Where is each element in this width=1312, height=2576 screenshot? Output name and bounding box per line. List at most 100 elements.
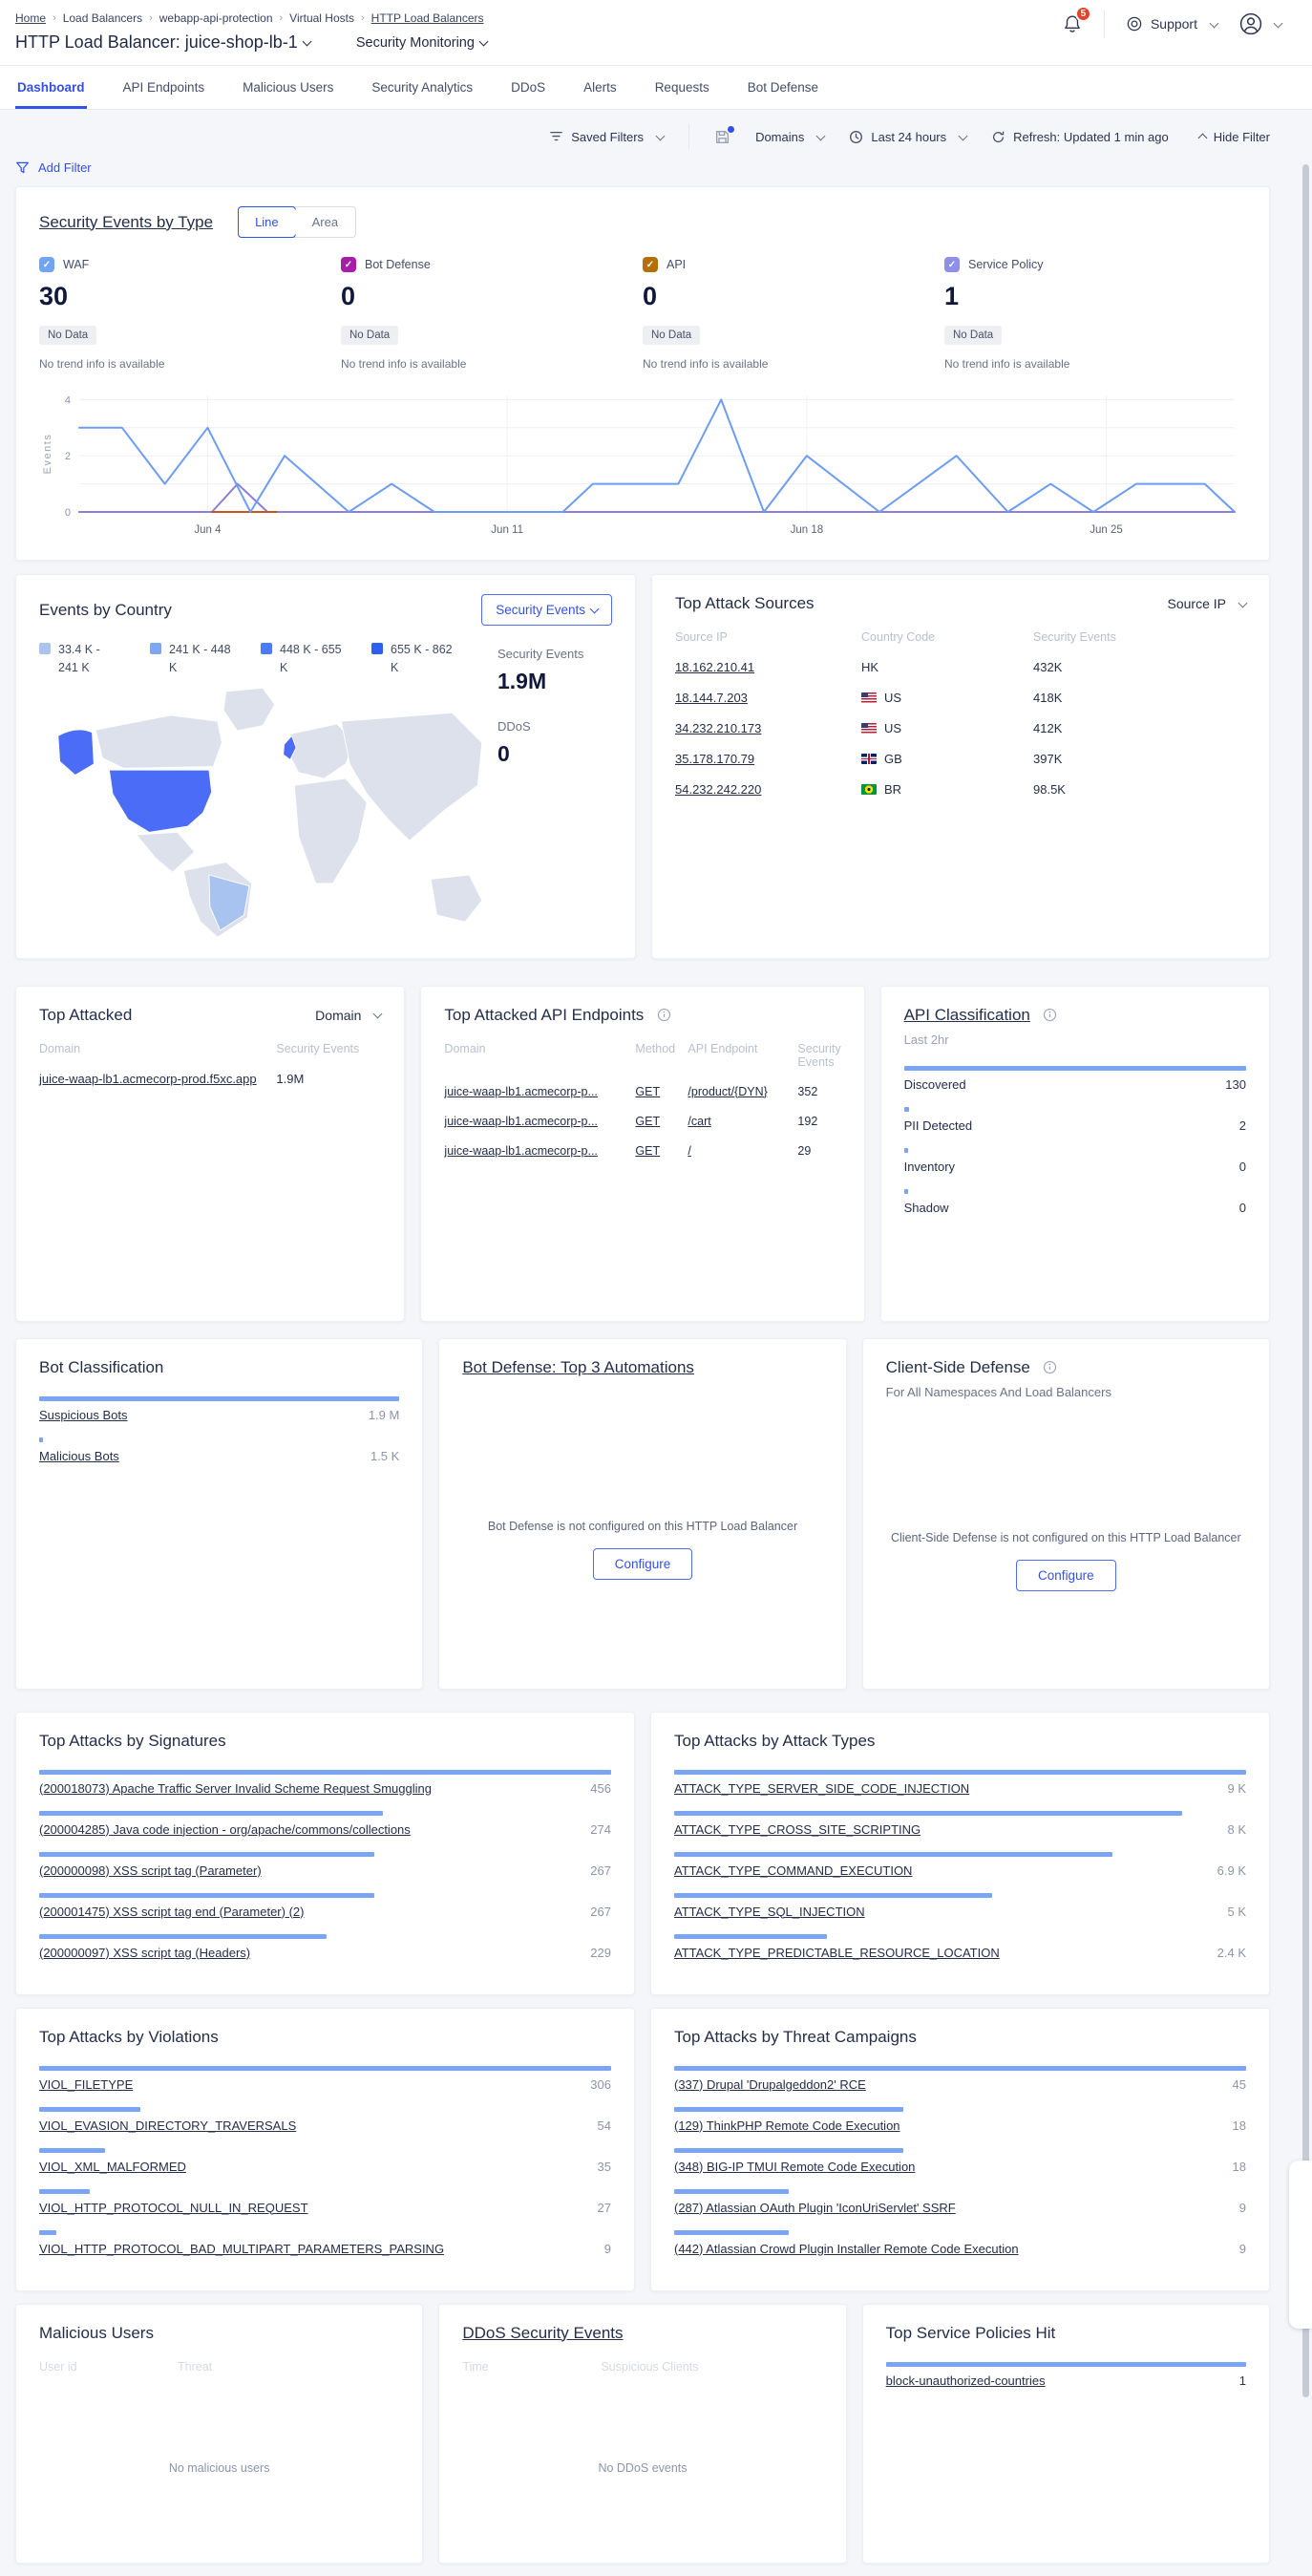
source-ip-link[interactable]: 18.144.7.203 xyxy=(675,691,748,705)
breadcrumb-item[interactable]: HTTP Load Balancers xyxy=(370,11,484,25)
security-monitoring-selector[interactable]: Security Monitoring xyxy=(356,35,489,51)
bar-label[interactable]: ATTACK_TYPE_PREDICTABLE_RESOURCE_LOCATIO… xyxy=(674,1945,1000,1960)
attacked-domain-link[interactable]: juice-waap-lb1.acmecorp-prod.f5xc.app xyxy=(39,1071,257,1086)
breadcrumb-item[interactable]: webapp-api-protection xyxy=(159,11,273,25)
endpoint-method-link[interactable]: GET xyxy=(635,1143,661,1158)
bar-label[interactable]: (200000097) XSS script tag (Headers) xyxy=(39,1945,251,1960)
source-ip-link[interactable]: 35.178.170.79 xyxy=(675,752,755,766)
bot-defense-configure-button[interactable]: Configure xyxy=(592,1548,693,1581)
bar-label[interactable]: (129) ThinkPHP Remote Code Execution xyxy=(674,2118,900,2133)
world-map[interactable] xyxy=(39,683,490,939)
bar-label[interactable]: VIOL_HTTP_PROTOCOL_NULL_IN_REQUEST xyxy=(39,2200,308,2215)
legend-range: 448 K - 655 K xyxy=(280,643,342,674)
info-icon[interactable] xyxy=(657,1008,671,1022)
hide-filter-button[interactable]: Hide Filter xyxy=(1194,130,1270,144)
bar-label[interactable]: ATTACK_TYPE_CROSS_SITE_SCRIPTING xyxy=(674,1821,921,1837)
bar-label[interactable]: VIOL_XML_MALFORMED xyxy=(39,2159,186,2174)
service-policy-checkbox[interactable]: ✓ xyxy=(944,257,960,272)
country-cell: US xyxy=(861,691,1033,705)
endpoint-path-link[interactable]: / xyxy=(688,1143,691,1158)
save-filter-button[interactable] xyxy=(714,125,735,145)
bar-label[interactable]: (337) Drupal 'Drupalgeddon2' RCE xyxy=(674,2076,866,2092)
endpoint-domain-link[interactable]: juice-waap-lb1.acmecorp-p... xyxy=(444,1084,598,1098)
bar-label[interactable]: VIOL_EVASION_DIRECTORY_TRAVERSALS xyxy=(39,2118,297,2133)
area-toggle-button[interactable]: Area xyxy=(294,207,356,237)
bar-row: (348) BIG-IP TMUI Remote Code Execution 1… xyxy=(674,2160,1246,2174)
info-icon[interactable] xyxy=(1043,1008,1057,1022)
endpoint-path-link[interactable]: /product/{DYN} xyxy=(688,1084,768,1098)
waf-checkbox[interactable]: ✓ xyxy=(39,257,54,272)
map-metric-selector[interactable]: Security Events xyxy=(481,594,612,626)
bar-value: 1.5 K xyxy=(370,1448,400,1463)
add-filter-button[interactable]: Add Filter xyxy=(15,160,92,175)
bar-label[interactable]: ATTACK_TYPE_SQL_INJECTION xyxy=(674,1904,865,1919)
saved-filters-button[interactable]: Saved Filters xyxy=(549,130,666,144)
bar-label[interactable]: ATTACK_TYPE_COMMAND_EXECUTION xyxy=(674,1863,913,1878)
bar-label[interactable]: (287) Atlassian OAuth Plugin 'IconUriSer… xyxy=(674,2200,956,2215)
api-checkbox[interactable]: ✓ xyxy=(643,257,658,272)
page-title[interactable]: HTTP Load Balancer: juice-shop-lb-1 xyxy=(15,32,312,53)
bar-label[interactable]: (200000098) XSS script tag (Parameter) xyxy=(39,1863,262,1878)
bar xyxy=(674,1851,1113,1857)
bar-item: (287) Atlassian OAuth Plugin 'IconUriSer… xyxy=(674,2188,1246,2215)
breadcrumb-item[interactable]: Virtual Hosts xyxy=(289,11,354,25)
info-icon[interactable] xyxy=(1043,1360,1057,1374)
breadcrumb-item[interactable]: Home xyxy=(15,11,47,25)
refresh-button[interactable]: Refresh: Updated 1 min ago xyxy=(991,130,1169,144)
bar-label[interactable]: Suspicious Bots xyxy=(39,1407,128,1422)
bar-label[interactable]: ATTACK_TYPE_SERVER_SIDE_CODE_INJECTION xyxy=(674,1780,970,1796)
bar-row: (200000097) XSS script tag (Headers) 229 xyxy=(39,1946,611,1960)
bar-label[interactable]: VIOL_FILETYPE xyxy=(39,2076,134,2092)
source-ip-link[interactable]: 34.232.210.173 xyxy=(675,721,762,735)
attack-source-selector[interactable]: Source IP xyxy=(1168,596,1248,611)
country-cell: US xyxy=(861,721,1033,735)
floating-side-button[interactable] xyxy=(1289,2161,1312,2329)
tab-dashboard[interactable]: Dashboard xyxy=(15,66,87,109)
support-menu[interactable]: Support xyxy=(1126,15,1219,32)
client-side-defense-configure-button[interactable]: Configure xyxy=(1016,1560,1116,1592)
endpoint-path-link[interactable]: /cart xyxy=(688,1114,711,1128)
bar-label[interactable]: (200004285) Java code injection - org/ap… xyxy=(39,1821,411,1837)
line-toggle-button[interactable]: Line xyxy=(238,206,296,238)
bar-label[interactable]: VIOL_HTTP_PROTOCOL_BAD_MULTIPART_PARAMET… xyxy=(39,2241,445,2256)
account-menu[interactable] xyxy=(1238,11,1283,36)
api-classification-title[interactable]: API Classification xyxy=(903,1005,1030,1024)
scrollbar-thumb[interactable] xyxy=(1302,164,1309,2397)
tab-api-endpoints[interactable]: API Endpoints xyxy=(122,80,205,95)
bar-label[interactable]: (200001475) XSS script tag end (Paramete… xyxy=(39,1904,305,1919)
map-metric-label: Security Events xyxy=(496,603,585,617)
domains-selector[interactable]: Domains xyxy=(755,130,826,144)
security-events-by-type-title[interactable]: Security Events by Type xyxy=(39,212,214,231)
source-ip-link[interactable]: 18.162.210.41 xyxy=(675,660,755,674)
top-attacked-selector[interactable]: Domain xyxy=(315,1008,383,1023)
tab-ddos[interactable]: DDoS xyxy=(511,80,546,95)
bar-item: (348) BIG-IP TMUI Remote Code Execution 1… xyxy=(674,2147,1246,2174)
breadcrumb-item[interactable]: Load Balancers xyxy=(62,11,143,25)
endpoint-method-link[interactable]: GET xyxy=(635,1114,661,1128)
endpoint-method-link[interactable]: GET xyxy=(635,1084,661,1098)
bar-label[interactable]: (348) BIG-IP TMUI Remote Code Execution xyxy=(674,2159,916,2174)
bar-label[interactable]: (200018073) Apache Traffic Server Invali… xyxy=(39,1780,432,1796)
bar-label[interactable]: block-unauthorized-countries xyxy=(885,2373,1046,2388)
bar-label[interactable]: Malicious Bots xyxy=(39,1448,119,1463)
tab-security-analytics[interactable]: Security Analytics xyxy=(371,80,474,95)
refresh-label: Refresh: Updated 1 min ago xyxy=(1013,129,1169,144)
tab-alerts[interactable]: Alerts xyxy=(583,80,617,95)
bar-label[interactable]: (442) Atlassian Crowd Plugin Installer R… xyxy=(674,2241,1019,2256)
tab-malicious-users[interactable]: Malicious Users xyxy=(243,80,334,95)
notifications-button[interactable]: 5 xyxy=(1062,6,1091,35)
ddos-events-title[interactable]: DDoS Security Events xyxy=(462,2323,624,2342)
bar-item: Discovered 130 xyxy=(903,1065,1246,1092)
time-range-selector[interactable]: Last 24 hours xyxy=(849,130,968,144)
malicious-users-header: User id Threat xyxy=(39,2360,399,2374)
tab-requests[interactable]: Requests xyxy=(654,80,709,95)
bot-defense-checkbox[interactable]: ✓ xyxy=(341,257,356,272)
endpoint-domain-link[interactable]: juice-waap-lb1.acmecorp-p... xyxy=(444,1114,598,1128)
bar xyxy=(885,2361,1246,2367)
bot-defense-title[interactable]: Bot Defense: Top 3 Automations xyxy=(462,1357,694,1376)
event-type-stat: ✓ API 0 No Data No trend info is available xyxy=(643,257,944,371)
tab-bot-defense[interactable]: Bot Defense xyxy=(747,80,819,95)
endpoint-domain-link[interactable]: juice-waap-lb1.acmecorp-p... xyxy=(444,1143,598,1158)
source-ip-link[interactable]: 54.232.242.220 xyxy=(675,782,762,797)
bar-row: VIOL_HTTP_PROTOCOL_NULL_IN_REQUEST 27 xyxy=(39,2201,611,2215)
